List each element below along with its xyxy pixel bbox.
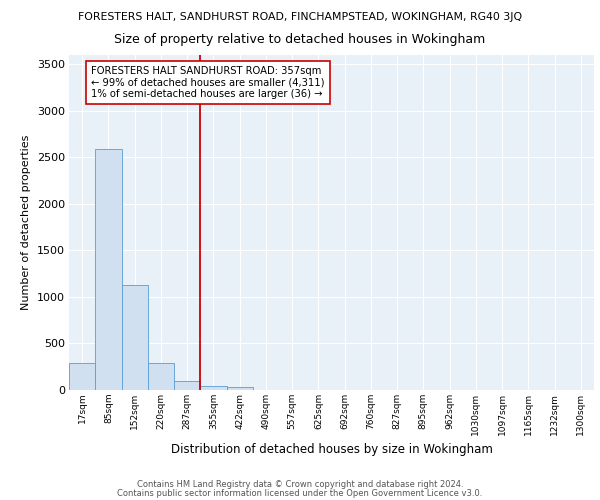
Text: Contains public sector information licensed under the Open Government Licence v3: Contains public sector information licen… <box>118 489 482 498</box>
Bar <box>174 380 200 390</box>
Bar <box>227 387 253 390</box>
Bar <box>148 363 174 390</box>
Bar <box>121 285 148 390</box>
X-axis label: Distribution of detached houses by size in Wokingham: Distribution of detached houses by size … <box>170 443 493 456</box>
Text: Contains HM Land Registry data © Crown copyright and database right 2024.: Contains HM Land Registry data © Crown c… <box>137 480 463 489</box>
Text: FORESTERS HALT SANDHURST ROAD: 357sqm
← 99% of detached houses are smaller (4,31: FORESTERS HALT SANDHURST ROAD: 357sqm ← … <box>91 66 325 100</box>
Bar <box>95 149 121 390</box>
Y-axis label: Number of detached properties: Number of detached properties <box>21 135 31 310</box>
Bar <box>69 363 95 390</box>
Text: FORESTERS HALT, SANDHURST ROAD, FINCHAMPSTEAD, WOKINGHAM, RG40 3JQ: FORESTERS HALT, SANDHURST ROAD, FINCHAMP… <box>78 12 522 22</box>
Bar <box>200 386 227 390</box>
Text: Size of property relative to detached houses in Wokingham: Size of property relative to detached ho… <box>115 32 485 46</box>
